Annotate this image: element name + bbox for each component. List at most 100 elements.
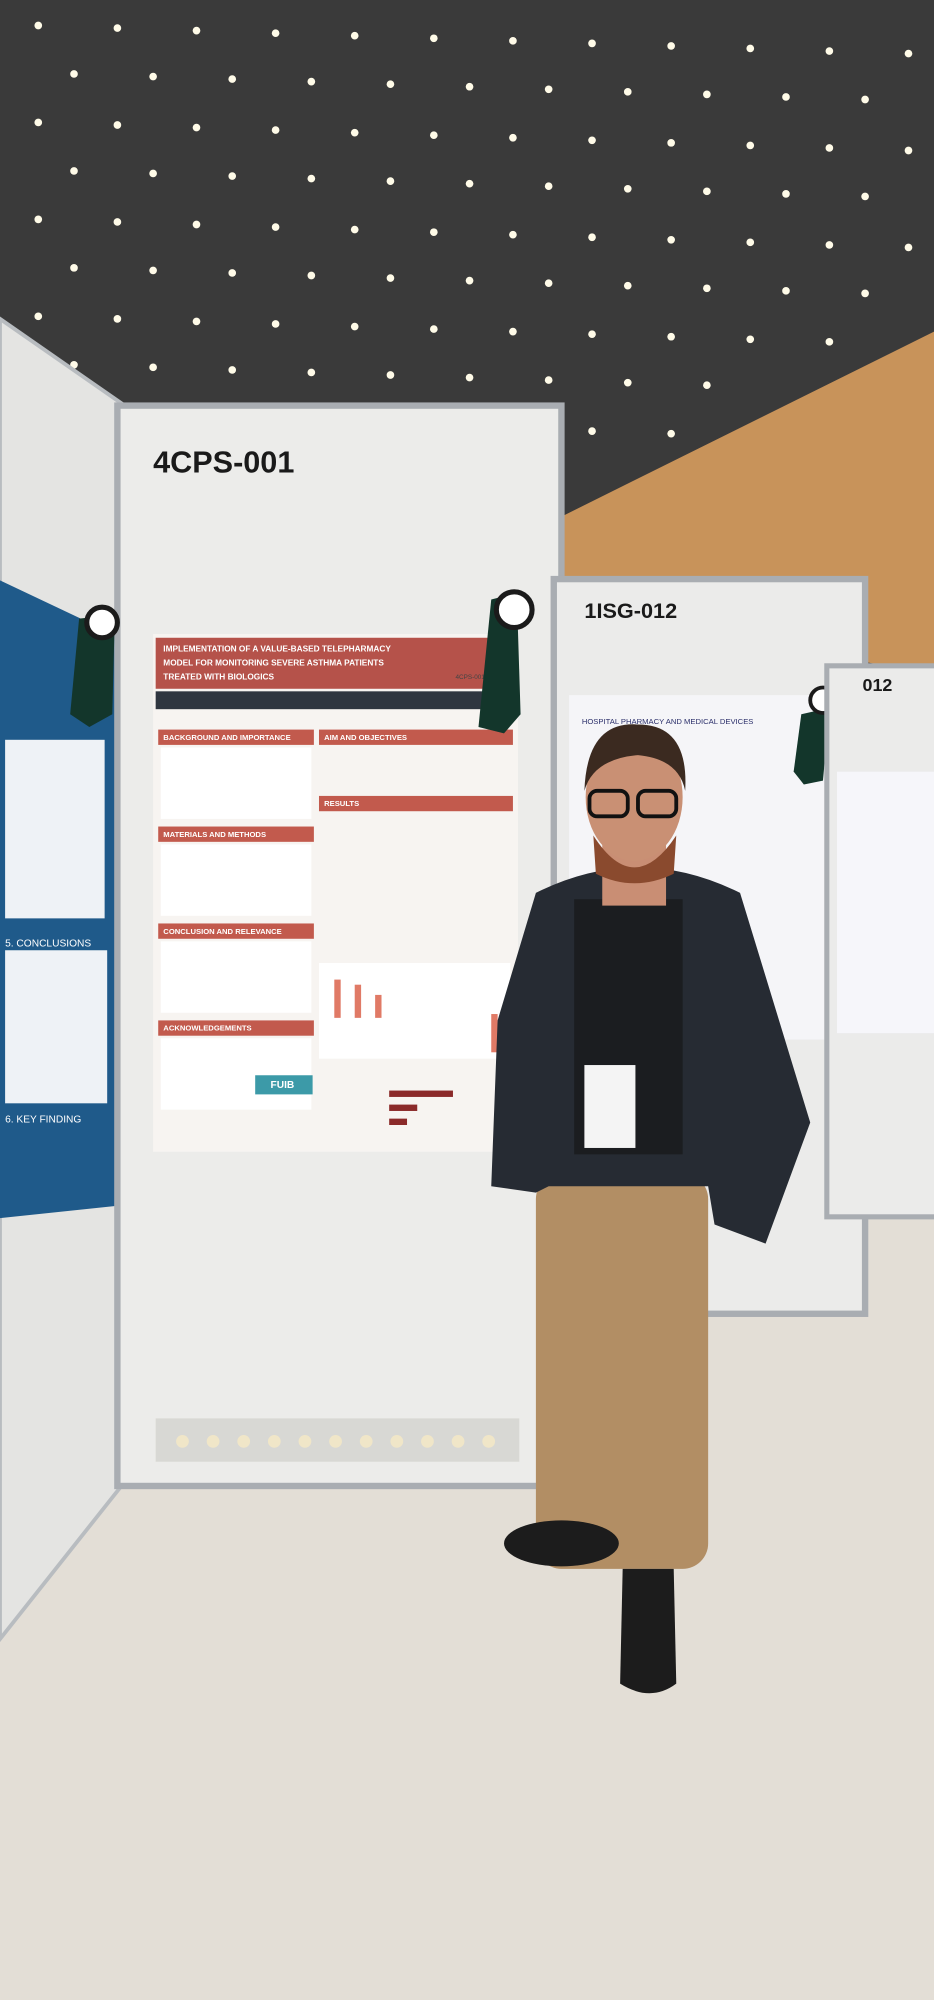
ceiling-light [861,289,869,298]
shoe [504,1520,619,1567]
ceiling-light [34,118,43,127]
ceiling-light [386,177,395,185]
poster-chart-bar [334,979,341,1018]
ceiling-light [465,179,474,188]
section-band [158,826,314,842]
ceiling-light [350,225,359,234]
ceiling-light [429,325,438,333]
ceiling-light [228,75,237,83]
ceiling-light [509,133,517,142]
ceiling-light [667,42,675,50]
ceiling-light [113,121,122,129]
ceiling-light [703,187,711,196]
ceiling-light [34,312,43,321]
section-heading: ACKNOWLEDGEMENTS [163,1024,251,1033]
ceiling-light [465,82,474,91]
poster-logo-text: FUIB [271,1080,295,1091]
ceiling-light [825,241,834,249]
left-poster-panel [5,739,105,919]
section-heading: CONCLUSION AND RELEVANCE [163,927,281,936]
ceiling-light [825,47,834,55]
ceiling-light [509,230,517,239]
section-heading: AIM AND OBJECTIVES [324,733,407,742]
glasses [587,788,630,819]
section-body [160,844,312,916]
ceiling-light [149,363,157,372]
board-dot [329,1434,342,1448]
board-code: 1ISG-012 [584,598,677,623]
ceiling-light [861,95,869,104]
ceiling-light [350,128,359,137]
poster-title: TREATED WITH BIOLOGICS [163,671,274,681]
ceiling-light [904,146,913,155]
poster-authors-band [155,691,513,710]
poster-chart-bar [491,1014,498,1053]
person [491,724,811,1694]
ceiling-light [703,381,711,390]
ceiling-light [271,29,280,37]
trousers [535,1173,709,1569]
rosette [70,614,115,728]
ceiling-light [113,315,122,323]
ceiling-light [904,243,913,252]
ceiling-light [429,34,438,43]
ceiling-light [544,85,553,94]
ceiling-light [782,286,790,295]
ceiling-light [588,39,596,48]
section-heading: MATERIALS AND METHODS [163,830,266,839]
ceiling-light [307,271,316,280]
ceiling-light [34,215,43,224]
ceiling-light [307,174,316,183]
ceiling-light [386,80,395,89]
ceiling-light [386,371,395,379]
ceiling-light [271,126,280,134]
board-dot [451,1434,465,1448]
glasses [636,788,679,819]
ceiling-light [192,220,201,229]
hair [584,724,686,791]
section-band [158,1020,314,1036]
ceiling-light [70,70,78,78]
poster-chart-bar [375,994,382,1018]
ceiling-light [667,332,675,341]
poster-chart-bar [389,1118,408,1125]
ceiling-light [588,427,596,435]
ceiling-light [904,49,913,58]
left-poster-heading: 5. CONCLUSIONS [5,939,91,950]
ceiling-light [588,330,596,339]
ceiling-light [307,77,316,86]
right-poster-title: HOSPITAL PHARMACY AND MEDICAL DEVICES [582,717,754,726]
ceiling-light [588,233,596,242]
section-band [318,795,513,812]
ceiling-light [386,274,395,282]
ceiling-light [782,93,790,101]
ceiling-light [588,136,596,145]
poster-chart-bar [389,1104,418,1111]
ceiling-light [192,317,201,326]
board-dot [237,1434,251,1448]
ceiling-light [70,167,78,175]
ceiling-light [350,322,359,331]
board-dot [267,1434,281,1448]
ceiling-light [192,26,201,35]
ceiling-light [509,36,517,45]
ceiling-light [746,141,755,150]
ceiling-light [149,72,157,81]
ceiling-light [703,284,711,293]
section-band [158,729,314,745]
ceiling-light [861,192,869,201]
poster-title: IMPLEMENTATION OF A VALUE-BASED TELEPHAR… [163,643,391,653]
ceiling-light [825,144,834,152]
board-dot [482,1434,496,1448]
board-dot [206,1434,220,1448]
poster-code: 4CPS-001 [456,674,486,681]
board-dots [176,1434,496,1448]
section-heading: RESULTS [324,799,359,808]
poster-title-band [155,637,498,689]
poster-title: MODEL FOR MONITORING SEVERE ASTHMA PATIE… [163,657,384,667]
ceiling-light [667,139,675,147]
section-body [160,747,312,819]
ceiling-light [228,269,237,277]
board-dot [298,1434,312,1448]
